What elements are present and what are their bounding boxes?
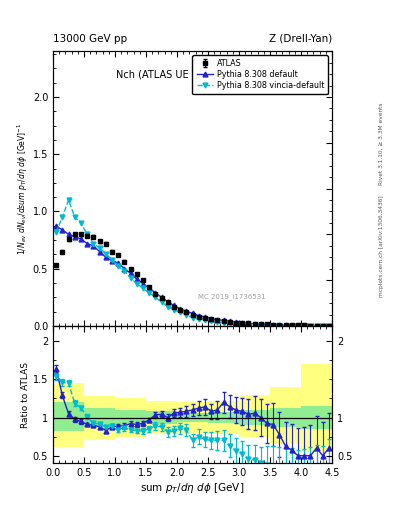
Text: Nch (ATLAS UE in Z production): Nch (ATLAS UE in Z production) [116, 71, 270, 80]
Text: MC 2019_I1736531: MC 2019_I1736531 [198, 293, 266, 300]
Y-axis label: Ratio to ATLAS: Ratio to ATLAS [21, 361, 30, 428]
Text: Z (Drell-Yan): Z (Drell-Yan) [269, 33, 332, 44]
X-axis label: sum $p_T/d\eta\ d\phi$ [GeV]: sum $p_T/d\eta\ d\phi$ [GeV] [140, 481, 245, 495]
Y-axis label: $1/N_{ev}\ dN_{ev}/dsum\ p_T/d\eta\ d\phi\ [\mathrm{GeV}]^{-1}$: $1/N_{ev}\ dN_{ev}/dsum\ p_T/d\eta\ d\ph… [16, 122, 30, 254]
Text: Rivet 3.1.10, ≥ 3.3M events: Rivet 3.1.10, ≥ 3.3M events [379, 102, 384, 185]
Text: mcplots.cern.ch [arXiv:1306.3436]: mcplots.cern.ch [arXiv:1306.3436] [379, 195, 384, 296]
Text: 13000 GeV pp: 13000 GeV pp [53, 33, 127, 44]
Legend: ATLAS, Pythia 8.308 default, Pythia 8.308 vincia-default: ATLAS, Pythia 8.308 default, Pythia 8.30… [193, 55, 328, 94]
